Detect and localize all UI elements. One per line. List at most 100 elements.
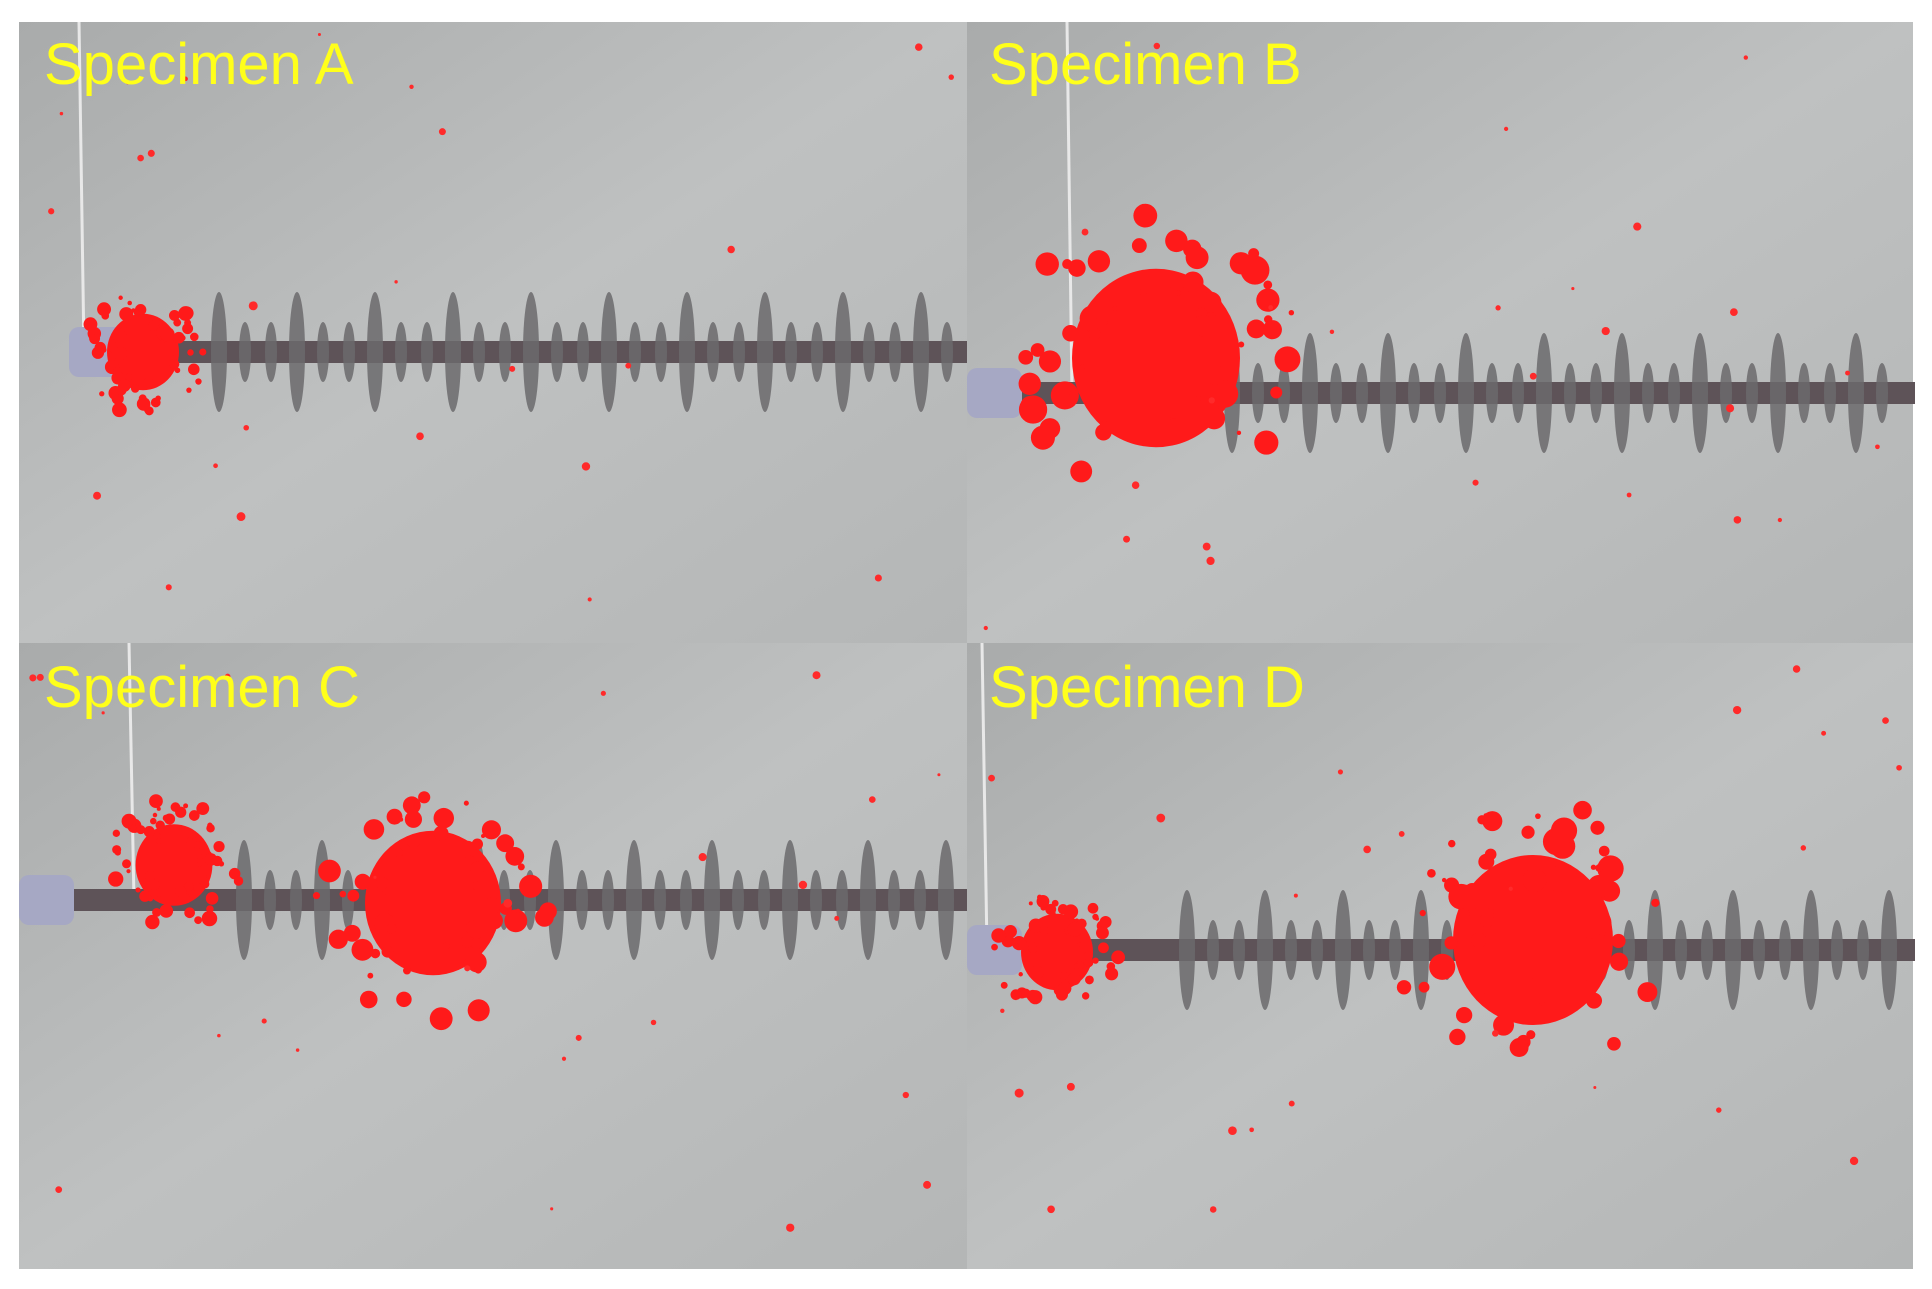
detection-speck [466, 952, 487, 973]
detection-speck [509, 365, 516, 372]
detection-speck [442, 942, 450, 950]
detection-speck [581, 462, 591, 471]
detection-speck [1028, 944, 1038, 954]
detection-speck [1095, 916, 1100, 921]
detection-speck [118, 295, 123, 300]
detection-speck [233, 876, 244, 886]
detection-speck [1175, 290, 1182, 296]
detection-speck [194, 916, 203, 925]
detection-speck [1098, 942, 1109, 954]
detection-speck [147, 149, 155, 157]
insulator-shed [551, 322, 563, 382]
detection-speck [1601, 326, 1610, 336]
insulator-shed [1564, 363, 1576, 423]
detection-speck [217, 1033, 221, 1038]
detection-speck [1522, 868, 1547, 892]
detection-speck [396, 854, 420, 878]
detection-speck [199, 348, 207, 356]
insulator-shed [835, 292, 851, 412]
detection-speck [213, 463, 218, 469]
detection-speck [156, 895, 162, 901]
insulator-shed [655, 322, 667, 382]
detection-speck [587, 597, 592, 602]
detection-speck [1018, 972, 1023, 977]
insulator-shed [602, 870, 614, 930]
detection-speck [1607, 1036, 1621, 1051]
detection-speck [481, 820, 502, 840]
insulator-shed [499, 322, 511, 382]
detection-speck [1229, 252, 1253, 275]
insulator-shed [1408, 363, 1420, 423]
insulator-shed [1848, 333, 1864, 453]
insulator-shed [1746, 363, 1758, 423]
detection-speck [1021, 988, 1031, 998]
detection-speck [1105, 967, 1119, 981]
detection-speck [206, 874, 211, 879]
detection-speck [145, 914, 160, 930]
detection-speck [36, 673, 44, 681]
detection-speck [150, 817, 157, 825]
detection-speck [914, 43, 923, 51]
detection-speck [471, 838, 484, 850]
detection-speck [1011, 936, 1027, 951]
detection-speck [1263, 280, 1273, 290]
detection-speck [375, 876, 389, 890]
panel-label: Specimen A [44, 32, 354, 97]
detection-speck [1131, 238, 1147, 254]
insulator-shed [290, 870, 302, 930]
insulator-shed [860, 840, 876, 960]
detection-speck [173, 318, 182, 327]
detection-speck [155, 820, 165, 830]
detection-speck [1028, 918, 1043, 933]
detection-speck [1145, 421, 1166, 442]
insulator-shed [1512, 363, 1524, 423]
detection-speck [1047, 1205, 1055, 1214]
detection-speck [179, 334, 186, 341]
detection-speck [1726, 404, 1735, 413]
detection-speck [184, 907, 195, 919]
detection-speck [1651, 898, 1660, 908]
detection-speck [991, 928, 1006, 943]
detection-speck [1236, 430, 1242, 436]
detection-speck [1521, 825, 1535, 839]
detection-speck [173, 351, 178, 357]
detection-speck [1550, 817, 1578, 844]
detection-speck [467, 999, 490, 1022]
detection-speck [1020, 396, 1039, 415]
panel-label: Specimen B [989, 32, 1302, 97]
insulator-shed [1233, 920, 1245, 980]
detection-speck [147, 321, 158, 332]
detection-speck [1068, 259, 1086, 277]
detection-speck [48, 208, 55, 215]
detection-speck [1030, 965, 1044, 979]
detection-speck [1133, 203, 1158, 228]
insulator-shed [395, 322, 407, 382]
insulator-shed [577, 322, 589, 382]
detection-speck [156, 806, 161, 811]
detection-speck [1495, 305, 1501, 311]
detection-speck [108, 871, 124, 887]
insulator-shed [1623, 920, 1635, 980]
detection-speck [1587, 910, 1612, 935]
detection-speck [1525, 976, 1553, 1004]
detection-speck [1192, 315, 1215, 337]
detection-speck [184, 881, 194, 892]
detection-speck [1066, 1082, 1075, 1091]
detection-speck [1014, 1088, 1024, 1098]
detection-speck [339, 890, 347, 898]
insulator-shed [473, 322, 485, 382]
insulator-shed [888, 870, 900, 930]
insulator-shed [1278, 363, 1290, 423]
detection-speck [1256, 288, 1280, 312]
detection-speck [1419, 909, 1426, 917]
insulator-shed [680, 870, 692, 930]
insulator-shed [938, 840, 954, 960]
insulator-shed [1486, 363, 1498, 423]
detection-speck [575, 1034, 582, 1041]
insulator-shed [576, 870, 588, 930]
detection-speck [1526, 1030, 1536, 1040]
insulator-shed [626, 840, 642, 960]
detection-speck [127, 300, 133, 306]
detection-speck [517, 863, 525, 871]
